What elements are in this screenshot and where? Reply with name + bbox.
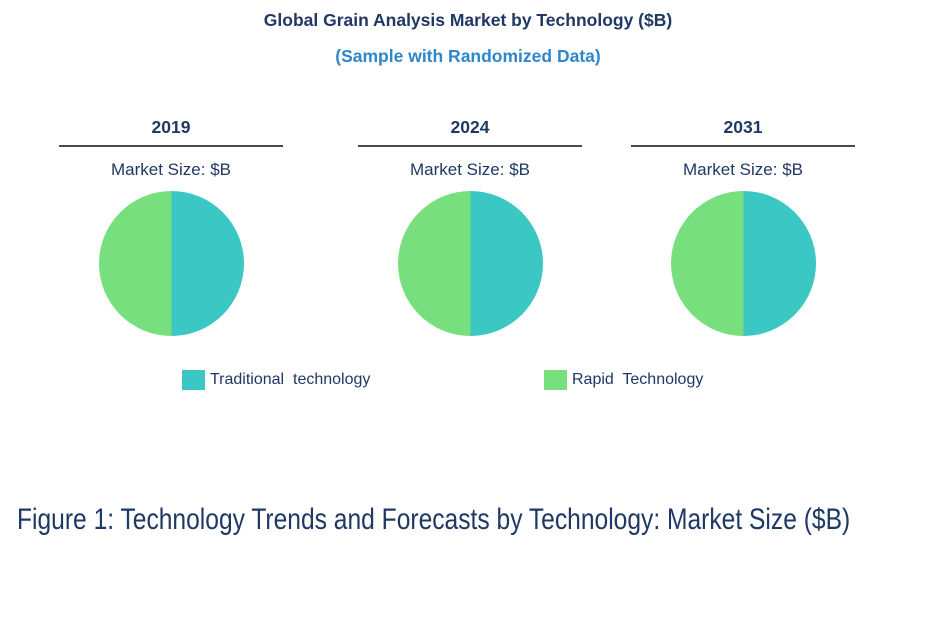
legend-item-traditional: Traditional technology [182, 370, 370, 390]
pie-panel-2031: 2031 Market Size: $B [631, 117, 855, 336]
legend-swatch-traditional [182, 370, 205, 390]
chart-subtitle: (Sample with Randomized Data) [335, 46, 601, 66]
year-label-2019: 2019 [59, 117, 283, 147]
market-size-label-2019: Market Size: $B [111, 160, 231, 179]
market-size-label-2024: Market Size: $B [410, 160, 530, 179]
pie-panel-2019: 2019 Market Size: $B [59, 117, 283, 336]
year-label-2024: 2024 [358, 117, 582, 147]
pie-chart-2019 [98, 191, 244, 336]
chart-title: Global Grain Analysis Market by Technolo… [263, 10, 673, 30]
market-size-label-2031: Market Size: $B [683, 160, 803, 179]
legend-label-traditional: Traditional technology [210, 371, 371, 388]
legend-item-rapid: Rapid Technology [544, 370, 703, 390]
pie-chart-2024 [397, 191, 543, 336]
pie-panel-2024: 2024 Market Size: $B [358, 117, 582, 336]
pie-chart-2031 [670, 191, 816, 336]
figure-caption: Figure 1: Technology Trends and Forecast… [17, 503, 851, 536]
legend-swatch-rapid [544, 370, 567, 390]
legend-label-rapid: Rapid Technology [572, 371, 704, 388]
year-label-2031: 2031 [631, 117, 855, 147]
